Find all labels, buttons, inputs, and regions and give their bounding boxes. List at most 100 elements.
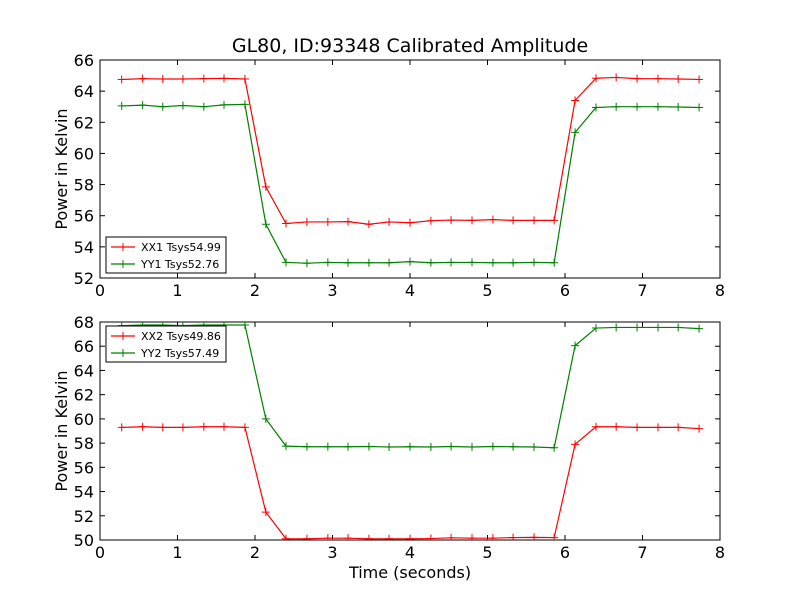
legend-label: YY1 Tsys52.76 [140, 258, 219, 271]
data-point [323, 442, 332, 451]
data-point [385, 442, 394, 451]
data-point [550, 216, 559, 225]
data-point [138, 422, 147, 431]
data-point [633, 102, 642, 111]
data-point [385, 217, 394, 226]
data-point [468, 534, 476, 540]
data-point [240, 423, 249, 432]
data-point [509, 258, 518, 267]
data-point [530, 533, 538, 540]
data-point [158, 423, 167, 432]
legend: XX1 Tsys54.99 YY1 Tsys52.76 [105, 236, 227, 274]
data-point [220, 422, 228, 431]
data-point [509, 533, 518, 540]
y-axis-label: Power in Kelvin [52, 108, 71, 229]
data-point [447, 216, 456, 225]
data-point [488, 215, 497, 224]
data-point [447, 442, 456, 451]
data-point [178, 74, 187, 83]
data-point [302, 259, 311, 268]
data-point [344, 217, 352, 226]
y-tick-label: 56 [74, 207, 94, 226]
x-tick-label: 2 [250, 543, 260, 562]
data-point [364, 534, 373, 540]
data-point [261, 414, 270, 423]
data-point [158, 74, 167, 83]
data-point [695, 103, 704, 112]
data-point [406, 218, 414, 227]
data-point [117, 75, 126, 84]
data-point [488, 258, 497, 267]
data-point [138, 101, 147, 110]
y-tick-label: 52 [74, 507, 94, 526]
data-point [240, 74, 249, 83]
y-tick-label: 66 [74, 51, 94, 70]
data-point [468, 442, 476, 451]
data-point [571, 341, 580, 350]
legend-swatch-marker [119, 349, 127, 357]
x-tick-label: 7 [637, 543, 647, 562]
data-point [178, 423, 187, 432]
data-point [695, 424, 704, 433]
legend: XX2 Tsys49.86 YY2 Tsys57.49 [105, 325, 227, 363]
data-point [406, 257, 414, 266]
data-point [447, 258, 456, 267]
x-tick-label: 5 [482, 543, 492, 562]
data-point [509, 216, 518, 225]
data-point [364, 258, 373, 267]
y-tick-label: 58 [74, 434, 94, 453]
x-tick-label: 3 [327, 543, 337, 562]
data-point [282, 442, 290, 451]
data-point [220, 74, 228, 83]
data-point [488, 442, 497, 451]
data-point [654, 323, 662, 332]
legend-label: XX2 Tsys49.86 [141, 330, 221, 343]
y-tick-label: 52 [74, 269, 94, 288]
x-tick-label: 0 [95, 281, 105, 300]
data-point [385, 258, 394, 267]
data-point [654, 102, 662, 111]
x-tick-label: 1 [172, 281, 182, 300]
data-point [633, 423, 642, 432]
data-point [323, 217, 332, 226]
series-yy1 [117, 100, 704, 268]
data-point [323, 258, 332, 267]
y-tick-label: 58 [74, 176, 94, 195]
data-point [302, 217, 311, 226]
series-xx2 [117, 422, 704, 540]
x-tick-label: 7 [637, 281, 647, 300]
data-point [302, 442, 311, 451]
legend-label: YY2 Tsys57.49 [140, 347, 219, 360]
data-point [426, 534, 435, 540]
data-point [509, 442, 518, 451]
data-point [468, 216, 476, 225]
data-point [592, 422, 600, 431]
data-point [117, 101, 126, 110]
y-tick-label: 60 [74, 410, 94, 429]
y-tick-label: 62 [74, 113, 94, 132]
legend-swatch-marker [119, 243, 127, 251]
data-point [695, 75, 704, 84]
data-point [138, 74, 147, 83]
data-point [530, 258, 538, 267]
data-point [344, 258, 352, 267]
x-tick-label: 8 [715, 543, 725, 562]
data-point [323, 534, 332, 540]
data-point [302, 534, 311, 540]
data-point [282, 534, 290, 540]
data-point [261, 182, 270, 191]
data-point [261, 508, 270, 517]
data-point [654, 423, 662, 432]
data-point [592, 103, 600, 112]
x-tick-label: 5 [482, 281, 492, 300]
data-point [344, 534, 352, 540]
data-point [199, 74, 208, 83]
data-point [571, 128, 580, 137]
y-tick-label: 66 [74, 337, 94, 356]
x-tick-label: 6 [560, 543, 570, 562]
data-point [674, 103, 683, 112]
data-point [406, 442, 414, 451]
